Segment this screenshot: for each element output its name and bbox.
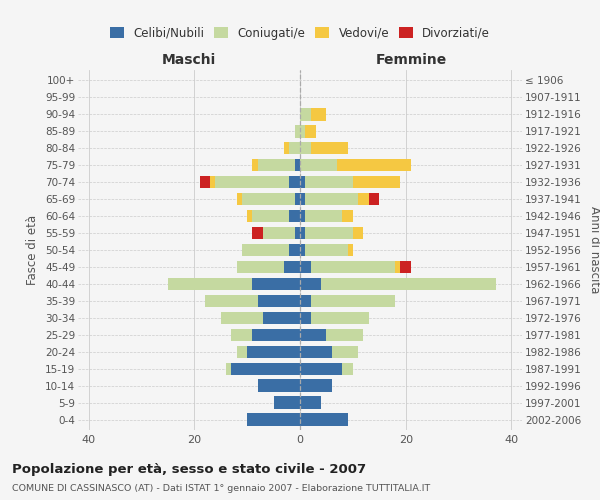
Bar bbox=[258, 158, 295, 172]
Text: Femmine: Femmine bbox=[376, 54, 446, 68]
Bar bbox=[221, 312, 263, 324]
Bar bbox=[258, 294, 300, 308]
Bar bbox=[284, 260, 300, 274]
Bar bbox=[263, 226, 295, 239]
Bar bbox=[295, 158, 300, 172]
Bar bbox=[253, 158, 258, 172]
Bar bbox=[305, 176, 353, 188]
Bar bbox=[311, 108, 326, 120]
Bar bbox=[347, 244, 353, 256]
Bar bbox=[300, 328, 326, 342]
Bar bbox=[295, 192, 300, 205]
Bar bbox=[253, 328, 300, 342]
Bar bbox=[300, 125, 305, 138]
Bar bbox=[300, 192, 305, 205]
Bar bbox=[342, 362, 353, 375]
Bar bbox=[210, 176, 215, 188]
Bar bbox=[300, 226, 305, 239]
Bar bbox=[236, 192, 242, 205]
Bar bbox=[284, 142, 289, 154]
Bar bbox=[231, 328, 253, 342]
Bar bbox=[305, 244, 347, 256]
Bar bbox=[353, 226, 364, 239]
Bar bbox=[369, 192, 379, 205]
Bar bbox=[305, 210, 342, 222]
Bar bbox=[226, 362, 231, 375]
Bar bbox=[305, 125, 316, 138]
Bar bbox=[332, 346, 358, 358]
Bar bbox=[247, 210, 253, 222]
Bar bbox=[295, 125, 300, 138]
Bar bbox=[200, 176, 210, 188]
Text: COMUNE DI CASSINASCO (AT) - Dati ISTAT 1° gennaio 2007 - Elaborazione TUTTITALIA: COMUNE DI CASSINASCO (AT) - Dati ISTAT 1… bbox=[12, 484, 430, 493]
Bar bbox=[247, 414, 300, 426]
Bar bbox=[337, 158, 411, 172]
Bar bbox=[311, 142, 347, 154]
Bar bbox=[300, 142, 311, 154]
Bar bbox=[395, 260, 400, 274]
Bar bbox=[300, 108, 311, 120]
Y-axis label: Fasce di età: Fasce di età bbox=[26, 215, 40, 285]
Bar bbox=[215, 176, 289, 188]
Bar bbox=[311, 312, 369, 324]
Bar bbox=[311, 260, 395, 274]
Bar bbox=[263, 312, 300, 324]
Bar bbox=[305, 226, 353, 239]
Bar bbox=[168, 278, 253, 290]
Bar bbox=[253, 210, 289, 222]
Legend: Celibi/Nubili, Coniugati/e, Vedovi/e, Divorziati/e: Celibi/Nubili, Coniugati/e, Vedovi/e, Di… bbox=[105, 22, 495, 44]
Bar bbox=[247, 346, 300, 358]
Bar bbox=[300, 346, 332, 358]
Bar bbox=[289, 244, 300, 256]
Bar bbox=[358, 192, 369, 205]
Bar bbox=[236, 260, 284, 274]
Bar bbox=[321, 278, 496, 290]
Bar bbox=[289, 142, 300, 154]
Text: Maschi: Maschi bbox=[162, 54, 216, 68]
Bar bbox=[300, 312, 311, 324]
Bar bbox=[242, 244, 289, 256]
Bar bbox=[295, 226, 300, 239]
Bar bbox=[300, 380, 332, 392]
Bar bbox=[300, 294, 311, 308]
Bar bbox=[274, 396, 300, 409]
Bar bbox=[300, 278, 321, 290]
Bar bbox=[300, 260, 311, 274]
Bar bbox=[231, 362, 300, 375]
Bar bbox=[353, 176, 400, 188]
Bar bbox=[300, 244, 305, 256]
Bar bbox=[300, 176, 305, 188]
Bar bbox=[300, 396, 321, 409]
Bar bbox=[300, 158, 337, 172]
Bar bbox=[253, 226, 263, 239]
Text: Popolazione per età, sesso e stato civile - 2007: Popolazione per età, sesso e stato civil… bbox=[12, 462, 366, 475]
Bar bbox=[205, 294, 258, 308]
Bar bbox=[289, 176, 300, 188]
Y-axis label: Anni di nascita: Anni di nascita bbox=[588, 206, 600, 294]
Bar bbox=[300, 210, 305, 222]
Bar bbox=[326, 328, 364, 342]
Bar bbox=[236, 346, 247, 358]
Bar bbox=[311, 294, 395, 308]
Bar bbox=[253, 278, 300, 290]
Bar bbox=[289, 210, 300, 222]
Bar bbox=[242, 192, 295, 205]
Bar bbox=[300, 362, 342, 375]
Bar bbox=[400, 260, 411, 274]
Bar bbox=[342, 210, 353, 222]
Bar bbox=[305, 192, 358, 205]
Bar bbox=[300, 414, 347, 426]
Bar bbox=[258, 380, 300, 392]
